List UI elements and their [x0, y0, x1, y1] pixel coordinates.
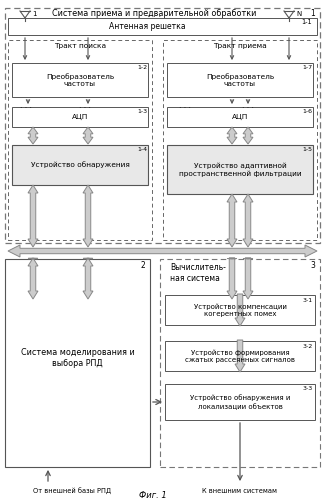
- Text: 3-1: 3-1: [303, 297, 313, 302]
- Polygon shape: [28, 185, 38, 247]
- Polygon shape: [83, 127, 93, 144]
- Text: Преобразователь
частоты: Преобразователь частоты: [206, 73, 274, 87]
- Text: Устройство обнаружения и
локализации объектов: Устройство обнаружения и локализации объ…: [190, 394, 290, 410]
- Polygon shape: [83, 185, 93, 247]
- Text: 1-7: 1-7: [302, 64, 312, 69]
- Polygon shape: [28, 258, 38, 259]
- Text: Тракт поиска: Тракт поиска: [54, 43, 106, 49]
- Polygon shape: [235, 340, 245, 372]
- Bar: [167, 63, 313, 97]
- Polygon shape: [243, 127, 253, 144]
- Text: 1: 1: [32, 11, 36, 17]
- Text: 1-1: 1-1: [301, 19, 312, 25]
- Text: Устройство обнаружения: Устройство обнаружения: [31, 162, 129, 169]
- Text: Преобразователь
частоты: Преобразователь частоты: [46, 73, 114, 87]
- Text: 1-2: 1-2: [137, 64, 147, 69]
- Polygon shape: [243, 258, 253, 299]
- Bar: [8, 18, 317, 35]
- Text: Система приема и предварительной обработки: Система приема и предварительной обработ…: [52, 8, 257, 17]
- Bar: [165, 341, 315, 371]
- Bar: [12, 63, 148, 97]
- Text: К внешним системам: К внешним системам: [202, 488, 278, 494]
- Text: Тракт приема: Тракт приема: [213, 43, 267, 49]
- Bar: [167, 107, 313, 127]
- Polygon shape: [243, 258, 253, 259]
- Polygon shape: [227, 127, 237, 144]
- Bar: [5, 259, 150, 467]
- Text: 1-4: 1-4: [137, 147, 147, 152]
- Polygon shape: [227, 258, 237, 299]
- Text: Фиг. 1: Фиг. 1: [139, 492, 166, 499]
- Polygon shape: [83, 258, 93, 299]
- Polygon shape: [227, 194, 237, 247]
- Bar: [160, 259, 320, 467]
- Text: Устройство формирования
сжатых рассеянных сигналов: Устройство формирования сжатых рассеянны…: [185, 349, 295, 363]
- Bar: [165, 384, 315, 420]
- Text: . . .: . . .: [149, 9, 162, 18]
- Bar: [5, 8, 320, 243]
- Text: 1: 1: [310, 8, 315, 17]
- Text: . . .: . . .: [242, 100, 254, 109]
- Text: Вычислитель-
ная система: Вычислитель- ная система: [170, 263, 226, 283]
- Text: Антенная решетка: Антенная решетка: [109, 22, 186, 31]
- Text: N: N: [296, 11, 301, 17]
- Text: Устройство компенсации
когерентных помех: Устройство компенсации когерентных помех: [194, 303, 286, 317]
- Text: АЦП: АЦП: [72, 114, 88, 120]
- Bar: [12, 145, 148, 185]
- Text: . . .: . . .: [20, 100, 32, 109]
- Polygon shape: [8, 245, 317, 257]
- Text: 3-2: 3-2: [303, 343, 313, 348]
- Text: . . .: . . .: [79, 100, 91, 109]
- Text: 3-3: 3-3: [303, 387, 313, 392]
- Polygon shape: [28, 258, 38, 299]
- Text: 2: 2: [140, 260, 145, 269]
- Bar: [167, 145, 313, 194]
- Text: 1-3: 1-3: [137, 108, 147, 113]
- Bar: [165, 295, 315, 325]
- Polygon shape: [227, 258, 237, 259]
- Text: АЦП: АЦП: [232, 114, 248, 120]
- Polygon shape: [235, 294, 245, 326]
- Text: 1-6: 1-6: [302, 108, 312, 113]
- Text: От внешней базы РПД: От внешней базы РПД: [33, 488, 111, 495]
- Text: . . .: . . .: [179, 100, 191, 109]
- Text: Система моделирования и
выбора РПД: Система моделирования и выбора РПД: [20, 348, 134, 368]
- Bar: [12, 107, 148, 127]
- Polygon shape: [83, 258, 93, 259]
- Bar: [8, 40, 152, 240]
- Text: Устройство адаптивной
пространственной фильтрации: Устройство адаптивной пространственной ф…: [179, 162, 301, 177]
- Polygon shape: [243, 194, 253, 247]
- Text: 3: 3: [310, 260, 315, 269]
- Bar: [163, 40, 317, 240]
- Polygon shape: [28, 127, 38, 144]
- Text: 1-5: 1-5: [302, 147, 312, 152]
